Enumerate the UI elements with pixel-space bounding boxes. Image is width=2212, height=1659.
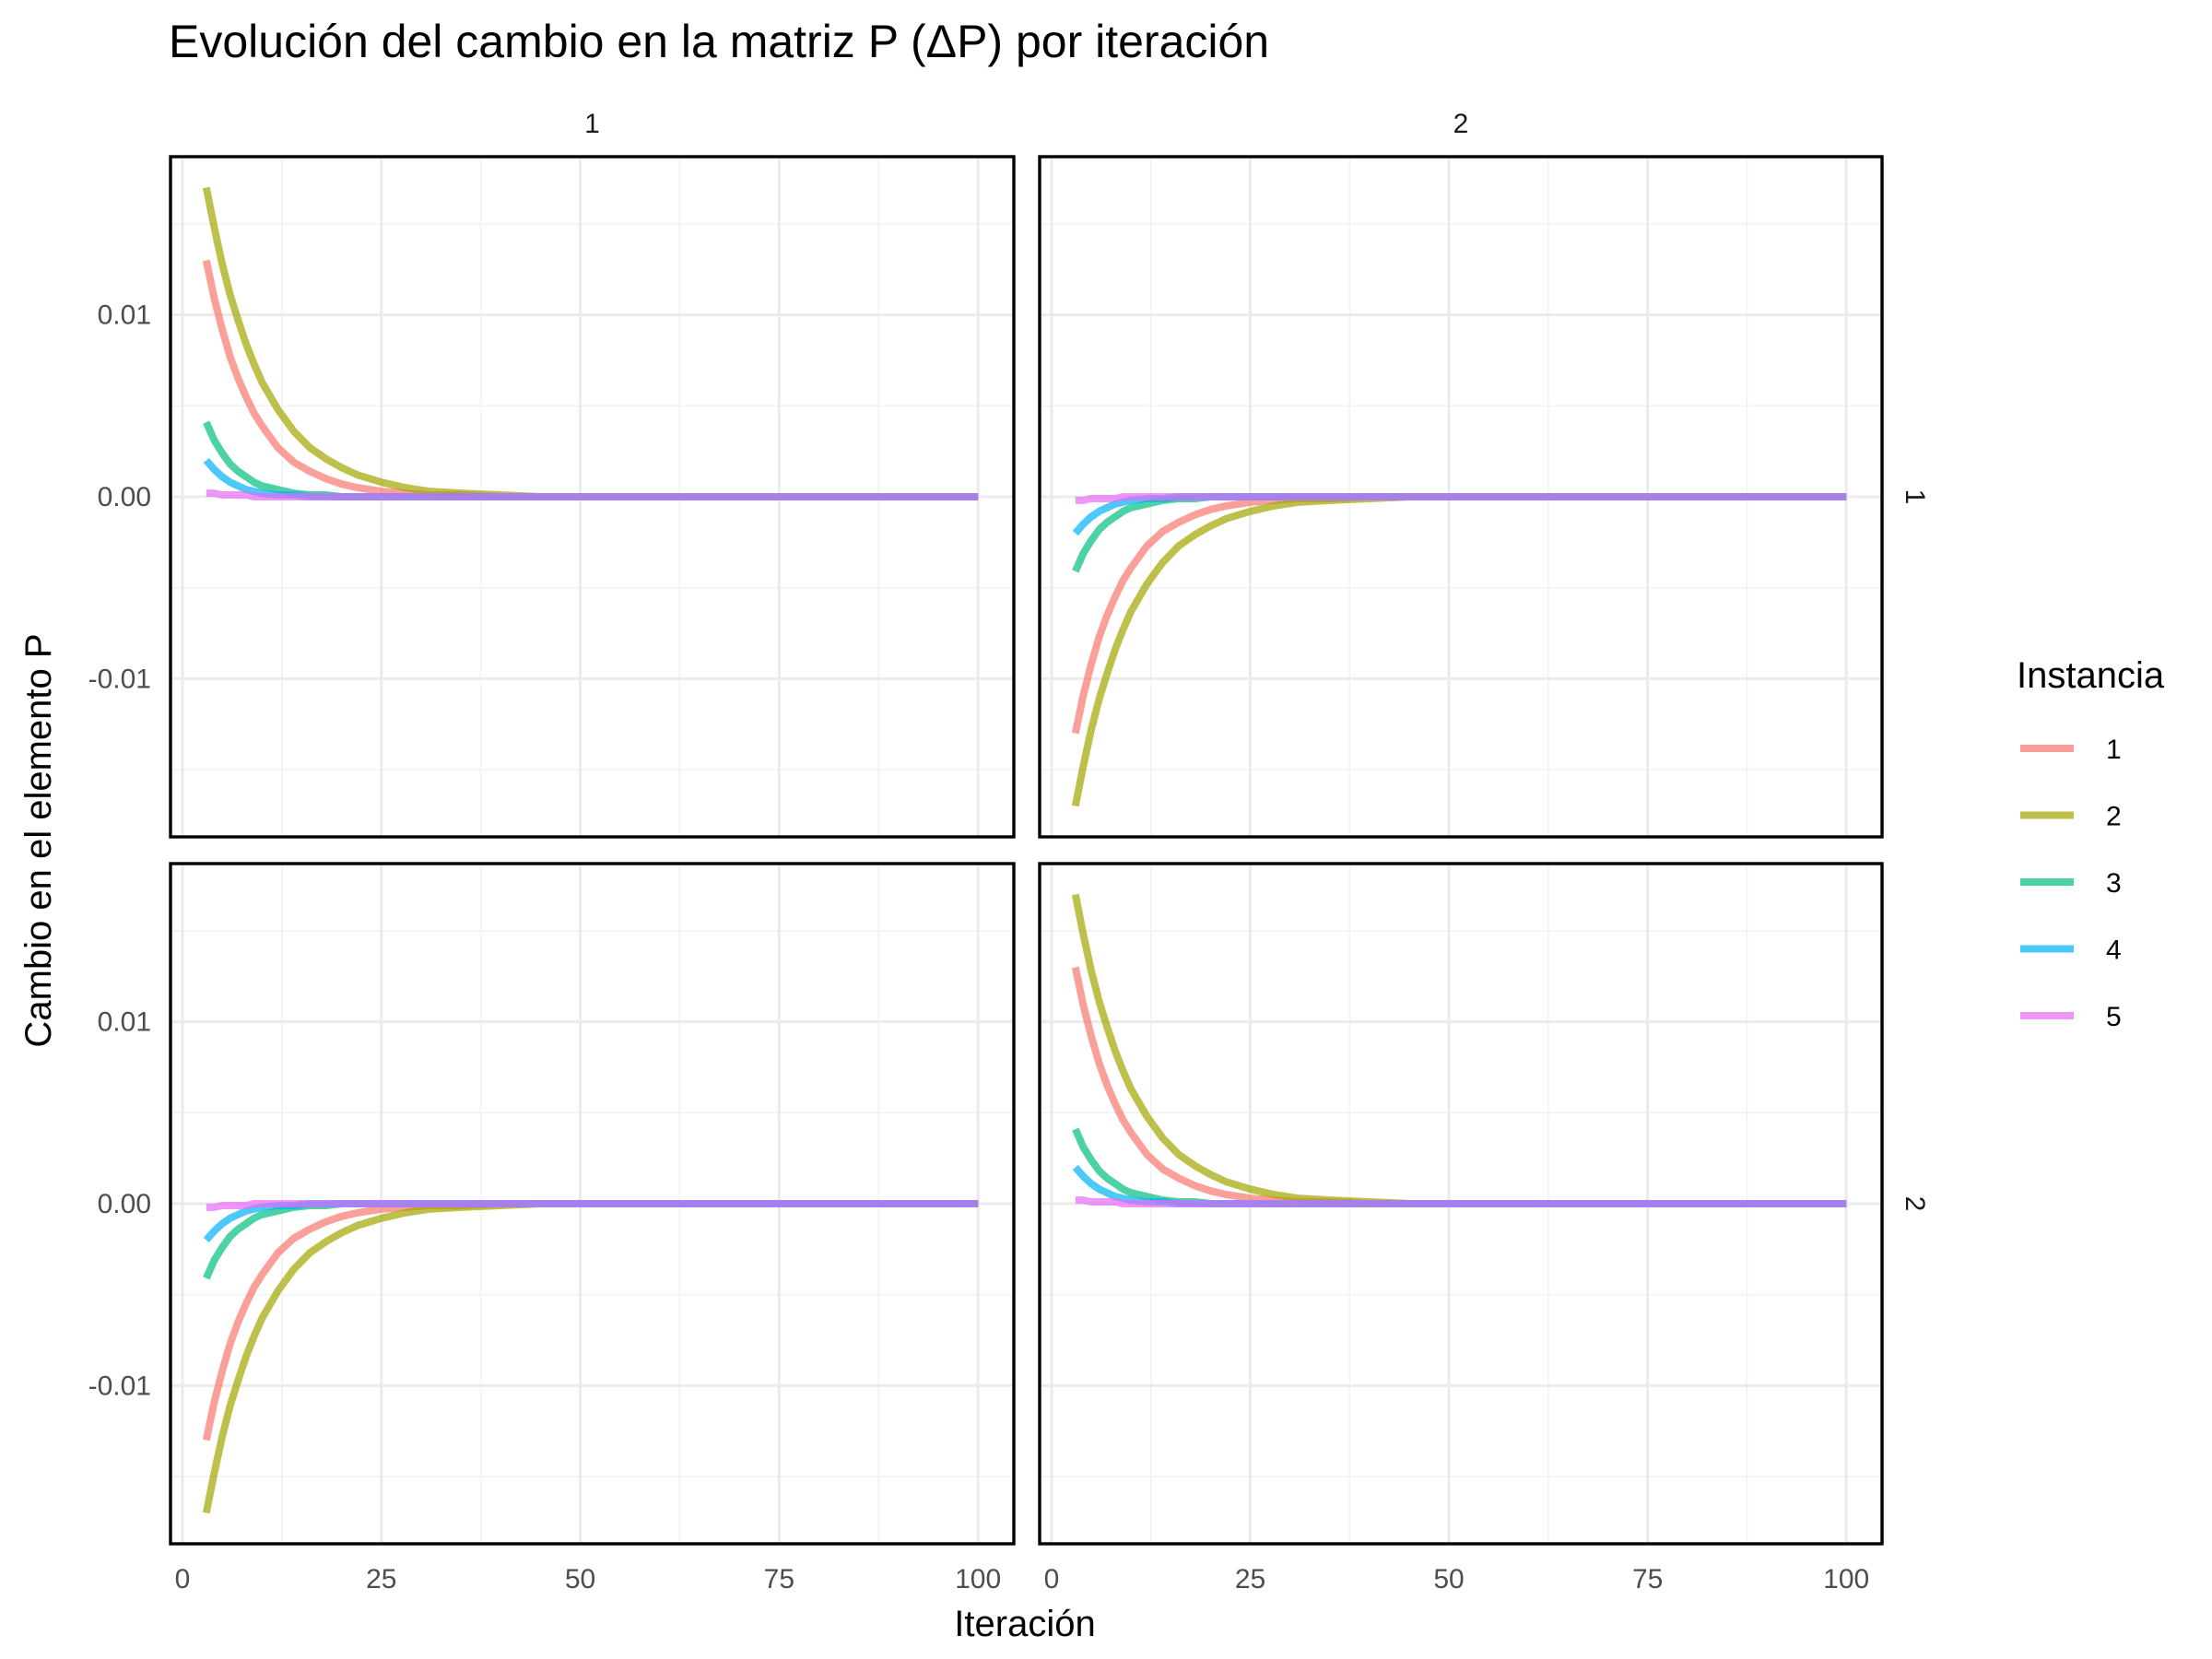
- panel-border: [1038, 862, 1884, 1546]
- panel-r2-c2: 2 0 25 50 75 100: [1038, 862, 1930, 1594]
- x-tick-label: 100: [955, 1564, 1001, 1594]
- chart-title: Evolución del cambio en la matriz P (ΔP)…: [169, 16, 1269, 67]
- x-tick-label: 75: [1632, 1564, 1663, 1594]
- y-tick-label: 0.01: [98, 300, 151, 331]
- legend-item-5: 5: [2020, 1002, 2122, 1032]
- panel-border: [1038, 155, 1884, 839]
- legend-item-1: 1: [2020, 735, 2122, 765]
- series-line-instancia-5: [1075, 1196, 1847, 1207]
- legend-label: 1: [2106, 735, 2122, 765]
- series-line-instancia-5: [1075, 493, 1847, 504]
- x-tick-label: 25: [366, 1564, 396, 1594]
- legend-label: 2: [2106, 802, 2122, 832]
- legend-item-4: 4: [2020, 935, 2122, 966]
- x-tick-label: 100: [1823, 1564, 1869, 1594]
- y-tick-label: 0.01: [98, 1007, 151, 1038]
- y-tick-label: -0.01: [88, 1371, 151, 1401]
- x-tick-label: 0: [175, 1564, 191, 1594]
- legend-item-2: 2: [2020, 802, 2122, 832]
- panel-r1-c2: 21: [1038, 109, 1930, 839]
- legend: Instancia 1 2 3 4 5: [2017, 655, 2165, 1032]
- y-tick-label: 0.00: [98, 482, 151, 512]
- x-tick-label: 50: [565, 1564, 595, 1594]
- panel-r1-c1: 1 -0.01 0.00 0.01: [88, 109, 1016, 839]
- facet-strip-col-1: 1: [584, 109, 600, 139]
- y-axis-title: Cambio en el elemento P: [18, 633, 59, 1047]
- legend-title: Instancia: [2017, 655, 2165, 696]
- legend-item-3: 3: [2020, 868, 2122, 899]
- legend-label: 4: [2106, 935, 2122, 966]
- x-tick-label: 75: [764, 1564, 794, 1594]
- x-tick-label: 0: [1044, 1564, 1060, 1594]
- series-line-instancia-5: [206, 489, 979, 500]
- series-line-instancia-5: [206, 1200, 979, 1211]
- panel-border: [169, 155, 1016, 839]
- facet-strip-row-2: 2: [1900, 1196, 1930, 1212]
- y-tick-label: 0.00: [98, 1189, 151, 1219]
- legend-label: 3: [2106, 868, 2122, 899]
- panel-border: [169, 862, 1016, 1546]
- y-tick-label: -0.01: [88, 664, 151, 694]
- legend-label: 5: [2106, 1002, 2122, 1032]
- x-axis-title: Iteración: [954, 1604, 1095, 1644]
- panel-r2-c1: -0.01 0.00 0.01 0 25 50 75 100: [88, 862, 1016, 1594]
- facet-strip-row-1: 1: [1900, 489, 1930, 505]
- x-tick-label: 25: [1235, 1564, 1265, 1594]
- facet-strip-col-2: 2: [1453, 109, 1469, 139]
- x-tick-label: 50: [1433, 1564, 1464, 1594]
